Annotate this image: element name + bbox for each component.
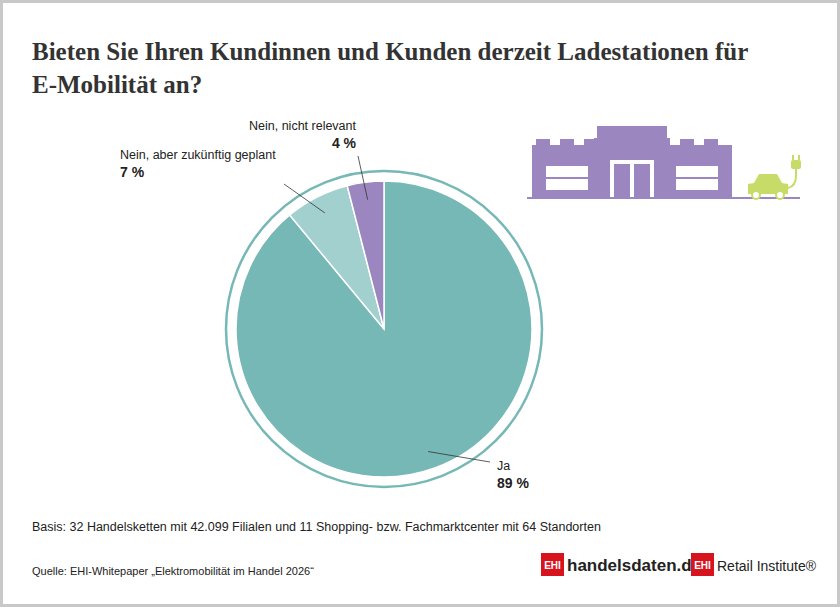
icon-part: [704, 139, 718, 147]
icon-part: [594, 138, 670, 150]
pie-slice: [347, 181, 384, 329]
icon-car: [752, 191, 760, 199]
title-line: E-Mobilität an?: [32, 71, 202, 98]
logo-text: Retail Institute®: [717, 558, 817, 574]
icon-plug: [798, 155, 800, 160]
leader-line: [428, 452, 490, 462]
icon-plug: [791, 160, 801, 169]
chart-svg: Bieten Sie Ihren Kundinnen und Kunden de…: [0, 0, 840, 607]
icon-part: [614, 164, 630, 197]
store-icon: [527, 126, 801, 199]
chart-wrap: Bieten Sie Ihren Kundinnen und Kunden de…: [0, 0, 840, 607]
icon-cable: [788, 168, 796, 188]
annotation: Basis: 32 Handelsketten mit 42.099 Filia…: [32, 520, 601, 534]
leader-line: [284, 184, 325, 213]
annotation: Quelle: EHI-Whitepaper „Elektromobilität…: [32, 565, 314, 577]
icon-part: [610, 160, 654, 197]
leader-line: [358, 156, 368, 200]
icon-car: [776, 191, 784, 199]
icon-part: [597, 126, 667, 138]
icon-part: [676, 177, 718, 179]
pie: [236, 181, 532, 477]
slice-label: Nein, aber zukünftig geplant: [120, 148, 276, 162]
title: Bieten Sie Ihren Kundinnen und Kunden de…: [32, 38, 748, 98]
icon-part: [536, 139, 550, 147]
logo-text: handelsdaten.de: [567, 556, 701, 575]
pie-ring: [226, 171, 542, 487]
icon-part: [676, 166, 718, 190]
data-label: 89 %: [497, 475, 529, 491]
icon-part: [680, 139, 694, 147]
logo-badge-text: EHI: [544, 560, 561, 571]
icon-part: [546, 166, 588, 190]
logo-badge: [691, 553, 714, 576]
pie-slice: [236, 181, 532, 477]
icon-part: [560, 139, 574, 147]
title-line: Bieten Sie Ihren Kundinnen und Kunden de…: [32, 38, 748, 65]
slice-label: Ja: [497, 459, 510, 473]
slice-label: Nein, nicht relevant: [249, 119, 357, 133]
icon-part: [634, 164, 650, 197]
logo-badge: [541, 553, 564, 576]
logo-badge-text: EHI: [694, 560, 711, 571]
icon-part: [532, 145, 732, 197]
icon-part: [546, 177, 588, 179]
data-label: 4 %: [332, 135, 357, 151]
data-label: 7 %: [120, 164, 145, 180]
icon-plug: [792, 155, 794, 160]
frame: [2, 2, 839, 606]
